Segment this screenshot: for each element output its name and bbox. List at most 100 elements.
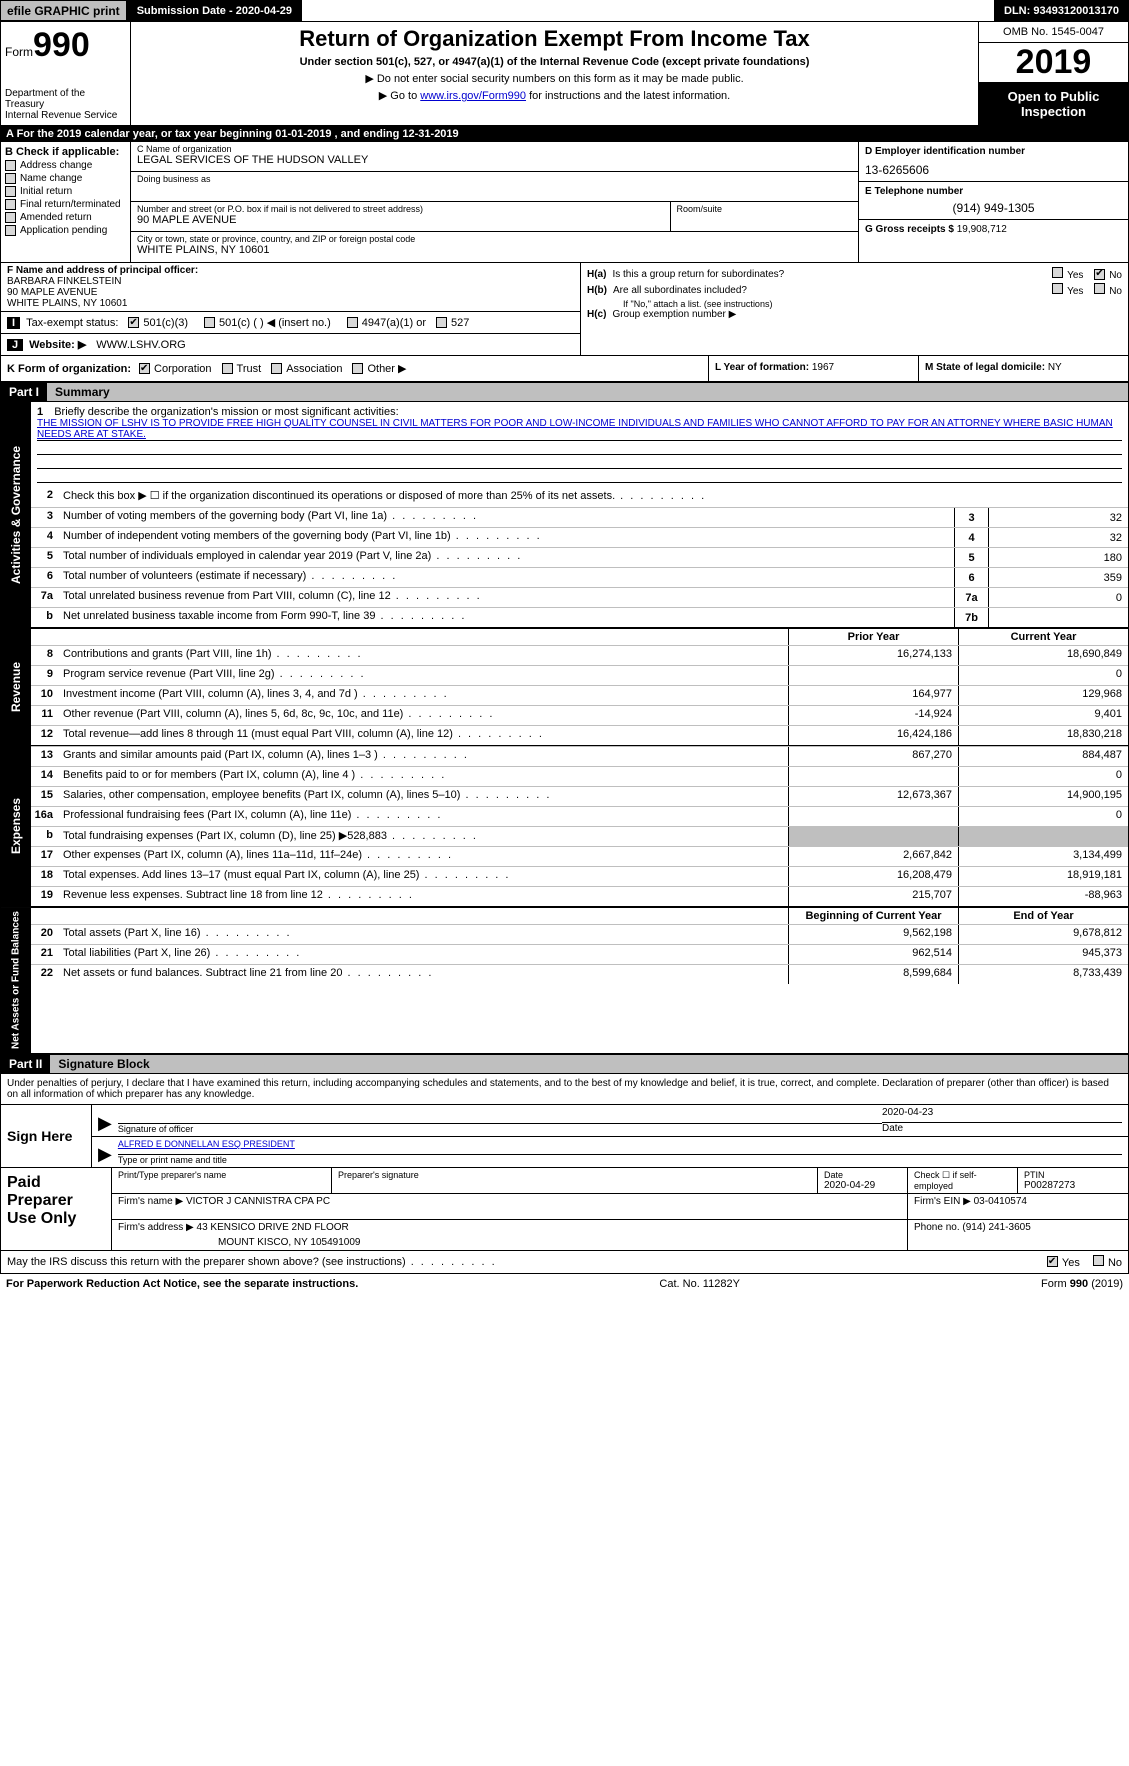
header-center: Return of Organization Exempt From Incom…: [131, 22, 978, 125]
arrow-icon: ▶: [98, 1144, 112, 1165]
preparer-row-3: Firm's address ▶ 43 KENSICO DRIVE 2ND FL…: [112, 1220, 1128, 1250]
street-box: Number and street (or P.O. box if mail i…: [131, 202, 670, 232]
checkbox-corp[interactable]: [139, 363, 150, 374]
gov-row: 7aTotal unrelated business revenue from …: [31, 587, 1128, 607]
city-box: City or town, state or province, country…: [131, 232, 858, 262]
check-initial-return: Initial return: [5, 186, 126, 197]
gov-row: 5Total number of individuals employed in…: [31, 547, 1128, 567]
arrow-icon: ▶: [98, 1113, 112, 1134]
tax-exempt-status: I Tax-exempt status: 501(c)(3) 501(c) ( …: [1, 311, 580, 333]
activities-governance-section: Activities & Governance 1 Briefly descri…: [0, 402, 1129, 628]
m-state-domicile: M State of legal domicile: NY: [918, 356, 1128, 381]
check-pending: Application pending: [5, 225, 126, 236]
efile-badge: efile GRAPHIC print: [0, 0, 127, 21]
fin-row: 13Grants and similar amounts paid (Part …: [31, 746, 1128, 766]
fin-row: 20Total assets (Part X, line 16)9,562,19…: [31, 924, 1128, 944]
officer-signature-line: ▶ Signature of officer 2020-04-23 Date: [92, 1105, 1128, 1137]
website-url: WWW.LSHV.ORG: [96, 339, 185, 351]
fin-row: 16aProfessional fundraising fees (Part I…: [31, 806, 1128, 826]
gov-row: bNet unrelated business taxable income f…: [31, 607, 1128, 627]
checkbox-icon[interactable]: [5, 186, 16, 197]
checkbox-icon[interactable]: [5, 173, 16, 184]
part-ii-header: Part II Signature Block: [0, 1054, 1129, 1074]
net-assets-section: Net Assets or Fund Balances Beginning of…: [0, 907, 1129, 1054]
efile-label: efile GRAPHIC print: [7, 4, 120, 18]
gross-receipts-box: G Gross receipts $ 19,908,712: [859, 220, 1128, 239]
l-year-formation: L Year of formation: 1967: [708, 356, 918, 381]
fin-row: 22Net assets or fund balances. Subtract …: [31, 964, 1128, 984]
fin-row: 9Program service revenue (Part VIII, lin…: [31, 665, 1128, 685]
checkbox-icon[interactable]: [5, 212, 16, 223]
fin-row: 19Revenue less expenses. Subtract line 1…: [31, 886, 1128, 906]
checkbox-501c[interactable]: [204, 317, 215, 328]
checkbox-icon[interactable]: [5, 199, 16, 210]
checkbox-discuss-no[interactable]: [1093, 1255, 1104, 1266]
vtab-expenses: Expenses: [1, 746, 31, 906]
gov-row: 2Check this box ▶ ☐ if the organization …: [31, 487, 1128, 507]
mission-row: 1 Briefly describe the organization's mi…: [31, 402, 1128, 487]
vtab-net-assets: Net Assets or Fund Balances: [1, 907, 31, 1053]
firm-name: VICTOR J CANNISTRA CPA PC: [186, 1196, 330, 1207]
header-note-2: Go to www.irs.gov/Form990 for instructio…: [139, 89, 970, 102]
checkbox-4947[interactable]: [347, 317, 358, 328]
preparer-row-2: Firm's name ▶ VICTOR J CANNISTRA CPA PC …: [112, 1194, 1128, 1220]
checkbox-ha-yes[interactable]: [1052, 267, 1063, 278]
checkbox-icon[interactable]: [5, 225, 16, 236]
fin-row: 10Investment income (Part VIII, column (…: [31, 685, 1128, 705]
check-address-change: Address change: [5, 160, 126, 171]
signature-block: Under penalties of perjury, I declare th…: [0, 1074, 1129, 1168]
entity-right: D Employer identification number 13-6265…: [858, 142, 1128, 262]
gov-row: 6Total number of volunteers (estimate if…: [31, 567, 1128, 587]
website-line: J Website: ▶ WWW.LSHV.ORG: [1, 333, 580, 355]
checkbox-icon[interactable]: [5, 160, 16, 171]
fin-row: bTotal fundraising expenses (Part IX, co…: [31, 826, 1128, 846]
gov-row: 4Number of independent voting members of…: [31, 527, 1128, 547]
form-header: Form990 Department of the Treasury Inter…: [0, 22, 1129, 126]
checkbox-ha-no[interactable]: [1094, 269, 1105, 280]
fin-row: 12Total revenue—add lines 8 through 11 (…: [31, 725, 1128, 745]
gov-row: 3Number of voting members of the governi…: [31, 507, 1128, 527]
paid-preparer-block: Paid Preparer Use Only Print/Type prepar…: [0, 1168, 1129, 1251]
checkbox-trust[interactable]: [222, 363, 233, 374]
sign-here-row: Sign Here ▶ Signature of officer 2020-04…: [1, 1104, 1128, 1167]
k-org-row: K Form of organization: Corporation Trus…: [0, 356, 1129, 382]
expenses-section: Expenses 13Grants and similar amounts pa…: [0, 746, 1129, 907]
checkbox-assoc[interactable]: [271, 363, 282, 374]
sign-date: 2020-04-23: [882, 1107, 1122, 1123]
fin-row: 17Other expenses (Part IX, column (A), l…: [31, 846, 1128, 866]
checkbox-hb-no[interactable]: [1094, 283, 1105, 294]
checkbox-discuss-yes[interactable]: [1047, 1256, 1058, 1267]
calendar-year-line: A For the 2019 calendar year, or tax yea…: [0, 126, 1129, 142]
checkbox-other[interactable]: [352, 363, 363, 374]
checkbox-527[interactable]: [436, 317, 447, 328]
check-if-applicable: B Check if applicable: Address change Na…: [1, 142, 131, 262]
fin-row: 11Other revenue (Part VIII, column (A), …: [31, 705, 1128, 725]
dln-label: DLN: 93493120013170: [994, 0, 1129, 21]
revenue-header: Prior Year Current Year: [31, 628, 1128, 645]
perjury-statement: Under penalties of perjury, I declare th…: [1, 1074, 1128, 1104]
hc-row: H(c) Group exemption number ▶: [587, 309, 1122, 320]
check-final-return: Final return/terminated: [5, 199, 126, 210]
fin-row: 8Contributions and grants (Part VIII, li…: [31, 645, 1128, 665]
irs-link[interactable]: www.irs.gov/Form990: [420, 90, 526, 102]
h-section: H(a) Is this a group return for subordin…: [581, 263, 1128, 355]
header-right: OMB No. 1545-0047 2019 Open to Public In…: [978, 22, 1128, 125]
ein-box: D Employer identification number 13-6265…: [859, 142, 1128, 182]
hb-note: If "No," attach a list. (see instruction…: [623, 299, 1122, 309]
checkbox-hb-yes[interactable]: [1052, 283, 1063, 294]
org-name-box: C Name of organization LEGAL SERVICES OF…: [131, 142, 858, 172]
omb-number: OMB No. 1545-0047: [979, 22, 1128, 43]
tax-year: 2019: [979, 43, 1128, 83]
page-footer: For Paperwork Reduction Act Notice, see …: [0, 1274, 1129, 1294]
principal-officer: F Name and address of principal officer:…: [1, 263, 580, 311]
telephone-value: (914) 949-1305: [865, 201, 1122, 215]
check-amended: Amended return: [5, 212, 126, 223]
entity-block: B Check if applicable: Address change Na…: [0, 142, 1129, 263]
form-number: Form990: [5, 26, 126, 65]
check-name-change: Name change: [5, 173, 126, 184]
k-form-of-org: K Form of organization: Corporation Trus…: [1, 356, 708, 381]
officer-name: ALFRED E DONNELLAN ESQ PRESIDENT: [118, 1139, 1122, 1155]
preparer-row-1: Print/Type preparer's name Preparer's si…: [112, 1168, 1128, 1194]
fin-row: 15Salaries, other compensation, employee…: [31, 786, 1128, 806]
checkbox-501c3[interactable]: [128, 317, 139, 328]
